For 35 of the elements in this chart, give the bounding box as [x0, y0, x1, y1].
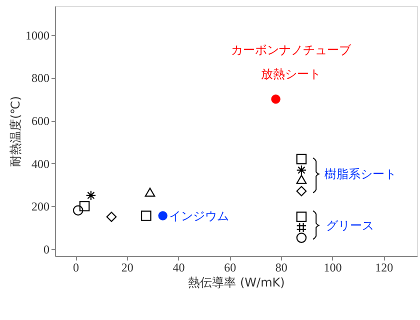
point [296, 222, 307, 233]
point [86, 190, 96, 201]
y-tick-label: 600 [32, 114, 50, 128]
point [296, 186, 307, 196]
point [296, 165, 307, 176]
x-tick-label: 100 [324, 260, 342, 274]
point [296, 212, 307, 222]
point [296, 174, 307, 184]
x-axis-title: 熱伝導率 (W/mK) [188, 276, 285, 290]
point [106, 212, 117, 222]
y-tick-label: 800 [32, 71, 50, 86]
y-tick-label: 400 [32, 156, 50, 171]
y-axis-title: 耐熱温度(℃) [8, 96, 22, 167]
point [271, 94, 280, 104]
y-tick-label: 1000 [26, 28, 50, 42]
point [158, 211, 168, 220]
x-tick-label: 60 [224, 260, 236, 274]
point [296, 232, 307, 243]
x-tick-label: 120 [375, 260, 394, 274]
point [72, 205, 84, 216]
point [79, 200, 90, 212]
point [296, 154, 307, 164]
annotation: 放熱シート [260, 67, 321, 82]
x-tick-label: 80 [275, 260, 288, 274]
point [144, 188, 156, 197]
x-tick-label: 0 [73, 260, 80, 274]
x-tick-label: 40 [172, 260, 185, 274]
y-tick-label: 0 [44, 242, 50, 256]
annotation: グリース [326, 218, 374, 232]
annotation: 樹脂系シート [324, 167, 397, 182]
annotation: カーボンナノチューブ [230, 43, 352, 58]
point [140, 210, 152, 221]
annotation: インジウム [168, 208, 229, 223]
x-tick-label: 20 [121, 260, 134, 274]
y-tick-label: 200 [32, 200, 50, 214]
